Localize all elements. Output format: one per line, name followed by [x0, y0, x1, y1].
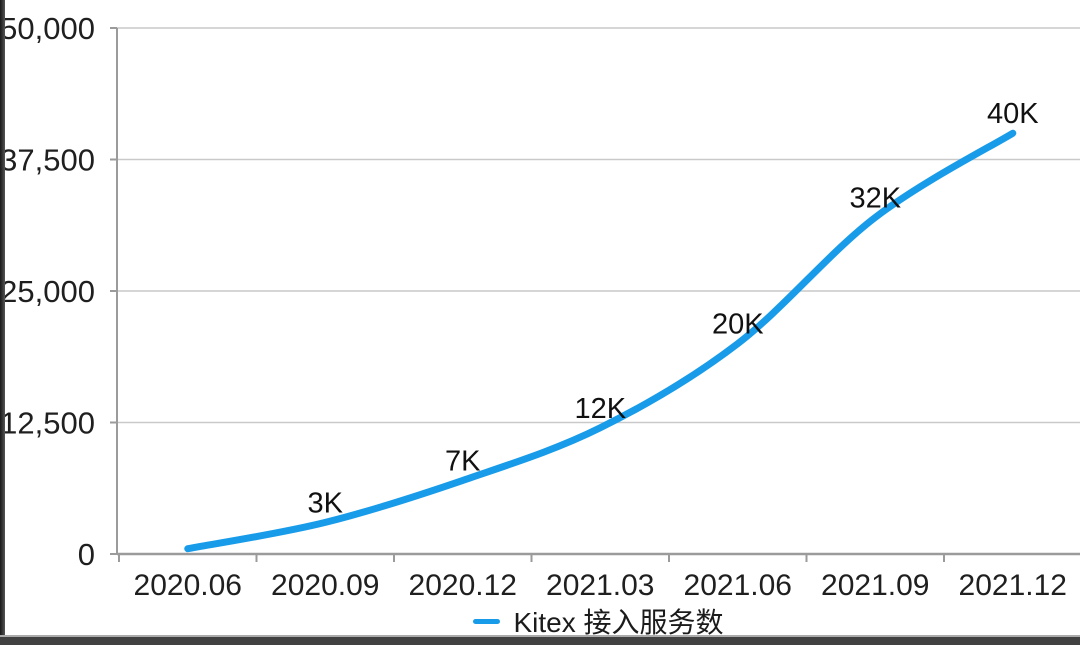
legend-line-marker [473, 618, 501, 624]
data-label: 40K [987, 98, 1039, 130]
screen-left-edge [0, 0, 5, 645]
screen-bottom-edge [0, 635, 1080, 645]
y-axis-label: 50,000 [0, 11, 95, 46]
legend: Kitex 接入服务数 [117, 604, 1080, 638]
x-axis-label: 2021.12 [959, 569, 1067, 602]
x-axis-label: 2020.12 [409, 569, 517, 602]
x-axis-label: 2021.03 [546, 569, 654, 602]
data-label: 3K [308, 487, 344, 519]
x-axis-label: 2020.06 [134, 569, 242, 602]
data-label: 12K [574, 393, 626, 425]
x-axis-label: 2021.09 [821, 569, 929, 602]
data-label: 32K [849, 182, 901, 214]
kitex-series-line [184, 129, 1017, 553]
y-axis-label: 0 [78, 537, 95, 572]
y-axis-label: 37,500 [0, 143, 95, 178]
x-axis-label: 2020.09 [271, 569, 379, 602]
y-axis-label: 12,500 [0, 406, 95, 441]
legend-label: Kitex 接入服务数 [513, 607, 724, 638]
y-axis-label: 25,000 [0, 274, 95, 309]
x-axis-label: 2021.06 [684, 569, 792, 602]
data-label: 7K [445, 445, 481, 477]
data-label: 20K [712, 309, 764, 341]
